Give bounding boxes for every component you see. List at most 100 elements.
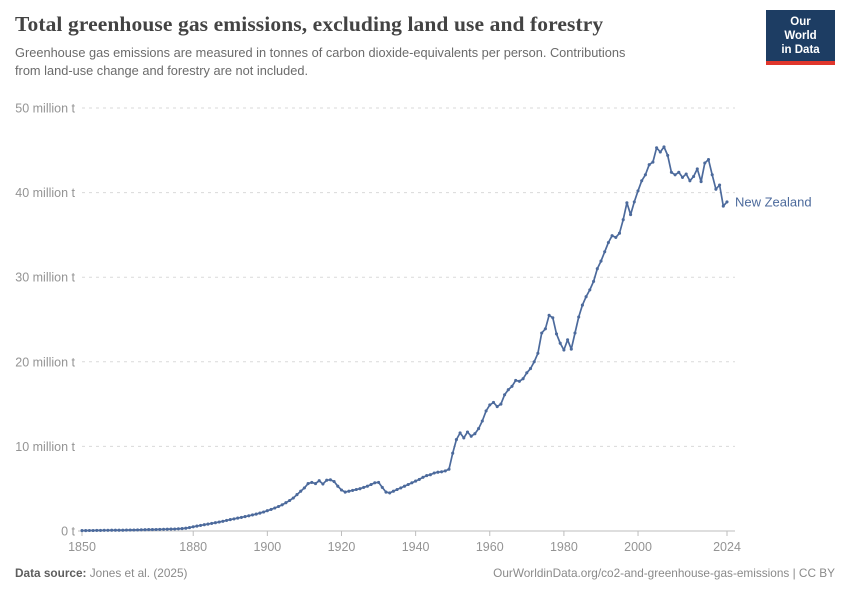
data-point xyxy=(328,478,332,482)
data-point xyxy=(506,388,510,392)
data-point xyxy=(706,158,711,162)
data-point xyxy=(106,528,110,532)
data-point xyxy=(317,479,321,483)
series-label[interactable]: New Zealand xyxy=(735,194,812,209)
data-point xyxy=(180,527,184,531)
data-point xyxy=(710,173,714,177)
x-tick-label: 1960 xyxy=(476,540,504,554)
data-point xyxy=(150,528,154,532)
chart-footer: Data source: Jones et al. (2025) OurWorl… xyxy=(15,566,835,580)
data-point xyxy=(584,295,588,299)
data-point xyxy=(666,153,670,157)
data-point xyxy=(410,481,414,485)
data-point xyxy=(614,235,618,239)
data-point xyxy=(603,250,607,254)
data-point xyxy=(213,521,217,525)
data-point xyxy=(680,175,685,179)
x-tick-label: 2000 xyxy=(624,540,652,554)
data-point xyxy=(239,515,243,519)
data-point xyxy=(643,173,647,177)
series-new-zealand[interactable] xyxy=(80,145,729,533)
data-point xyxy=(503,393,507,397)
data-point xyxy=(551,316,555,320)
data-point xyxy=(677,170,681,174)
data-point xyxy=(369,482,373,487)
x-tick-label: 1980 xyxy=(550,540,578,554)
data-point xyxy=(154,527,158,532)
data-point xyxy=(499,402,503,406)
x-tick-label: 2024 xyxy=(713,540,741,554)
data-point xyxy=(547,313,551,317)
data-point xyxy=(566,338,570,342)
data-point xyxy=(632,200,636,204)
data-point xyxy=(562,348,566,352)
chart-title: Total greenhouse gas emissions, excludin… xyxy=(15,12,604,36)
data-point xyxy=(636,189,640,193)
owid-logo-line2: in Data xyxy=(781,43,820,56)
data-point xyxy=(395,487,399,492)
data-point xyxy=(473,432,477,436)
data-point xyxy=(554,332,559,336)
data-point xyxy=(414,479,418,483)
data-point xyxy=(147,528,151,532)
y-tick-label: 10 million t xyxy=(15,440,75,454)
data-point xyxy=(225,518,229,522)
data-point xyxy=(351,488,355,492)
data-point xyxy=(162,527,166,531)
data-point xyxy=(262,510,266,514)
data-point xyxy=(325,478,329,482)
x-tick-label: 1880 xyxy=(179,540,207,554)
data-point xyxy=(184,526,188,530)
chart-subtitle: Greenhouse gas emissions are measured in… xyxy=(15,44,835,80)
data-point xyxy=(536,351,540,355)
data-point xyxy=(421,475,425,479)
data-point xyxy=(358,487,362,491)
data-point xyxy=(510,384,514,388)
owid-logo: Our World in Data xyxy=(766,10,835,66)
data-point xyxy=(347,489,351,493)
data-point xyxy=(573,331,577,335)
data-point xyxy=(132,528,136,532)
data-point xyxy=(313,482,318,486)
data-point xyxy=(362,485,366,489)
data-point xyxy=(288,498,292,503)
data-point xyxy=(354,487,358,492)
data-point xyxy=(336,484,340,488)
data-point xyxy=(339,488,344,492)
data-point xyxy=(458,431,462,435)
data-point xyxy=(158,527,162,531)
data-point xyxy=(443,469,447,473)
data-point xyxy=(84,529,88,533)
data-point xyxy=(469,434,473,438)
data-point xyxy=(143,528,147,532)
data-point xyxy=(399,486,403,490)
data-point xyxy=(250,513,255,517)
data-point xyxy=(662,145,666,149)
data-point xyxy=(402,484,407,488)
data-point xyxy=(428,473,432,477)
data-point xyxy=(173,527,177,531)
data-point xyxy=(595,267,599,271)
x-tick-label: 1850 xyxy=(68,540,96,554)
x-tick-label: 1900 xyxy=(253,540,281,554)
credit-line: OurWorldinData.org/co2-and-greenhouse-ga… xyxy=(493,566,835,580)
data-point xyxy=(269,507,273,511)
data-point xyxy=(592,279,596,283)
data-point xyxy=(121,528,125,532)
data-point xyxy=(580,303,584,307)
data-point xyxy=(532,360,536,364)
data-point xyxy=(247,514,251,518)
data-point xyxy=(621,218,625,222)
data-point xyxy=(232,517,236,521)
data-point xyxy=(669,170,673,174)
data-point xyxy=(343,490,347,494)
y-tick-label: 0 t xyxy=(61,525,75,539)
data-point xyxy=(321,482,325,486)
data-point xyxy=(191,525,195,529)
data-point xyxy=(610,234,614,238)
data-source-label: Data source: xyxy=(15,566,87,580)
data-point xyxy=(440,470,444,474)
y-tick-label: 20 million t xyxy=(15,355,75,369)
data-line xyxy=(81,146,728,532)
